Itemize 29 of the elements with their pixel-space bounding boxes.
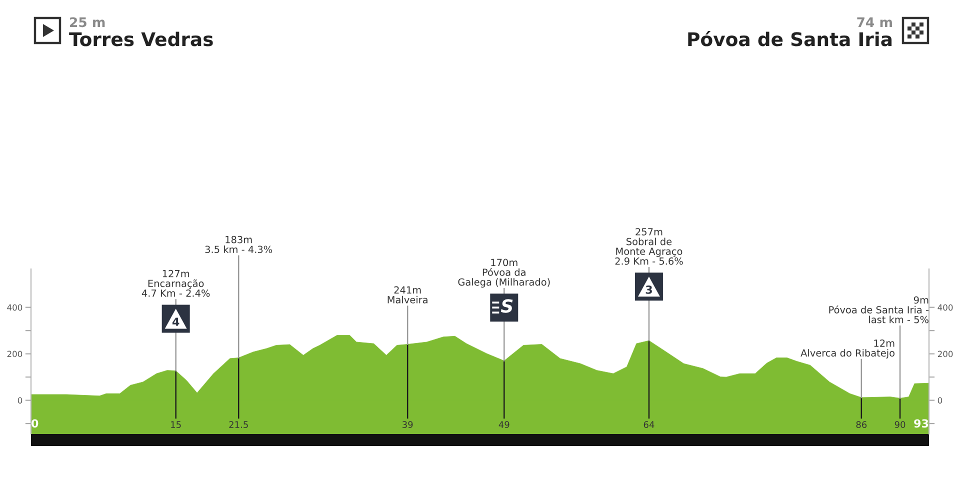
x-tick-label: 90 (894, 421, 906, 428)
x-tick-label: 49 (498, 421, 510, 428)
x-tick-label: 15 (171, 421, 181, 428)
ref-line-label: 241m Malveira (388, 286, 428, 304)
y-tick-label: 200 (7, 350, 22, 358)
ref-line-label: 127m Encarnação 4.7 Km - 2.4% (142, 270, 210, 297)
ref-line-label: 257m Sobral de Monte Agraço 2.9 Km - 5.6% (615, 228, 683, 265)
text: Torres Vedras (69, 32, 213, 46)
y-tick-label: 0 (18, 397, 22, 404)
y-tick-label: 400 (7, 304, 22, 311)
text: 25 m (70, 17, 105, 28)
annotation: S (500, 299, 513, 313)
y2-tick-label: 0 (938, 397, 942, 404)
x-tick-label: 86 (856, 421, 867, 428)
ref-line-label: 12m Alverca do Ribatejo (800, 340, 894, 359)
x-tick-label: 39 (402, 421, 413, 428)
x-tick-label: 0 (32, 419, 38, 428)
annotation: 4 (172, 318, 180, 326)
ref-line-label: 170m Póvoa da Galega (Milharado) (458, 258, 550, 288)
text: Póvoa de Santa Iria (688, 31, 892, 46)
text: 74 m (857, 17, 892, 27)
x-tick-label: 64 (644, 421, 654, 428)
ref-line-label: 9m Póvoa de Santa Iria - last km - 5% (829, 296, 929, 324)
ref-line-label: 183m 3.5 km - 4.3% (205, 236, 272, 254)
x-tick-label: 21.5 (229, 421, 248, 428)
y2-tick-label: 400 (938, 304, 953, 311)
annotation: 3 (646, 285, 652, 294)
y2-tick-label: 200 (938, 350, 953, 358)
x-tick-label: 93 (914, 419, 928, 428)
